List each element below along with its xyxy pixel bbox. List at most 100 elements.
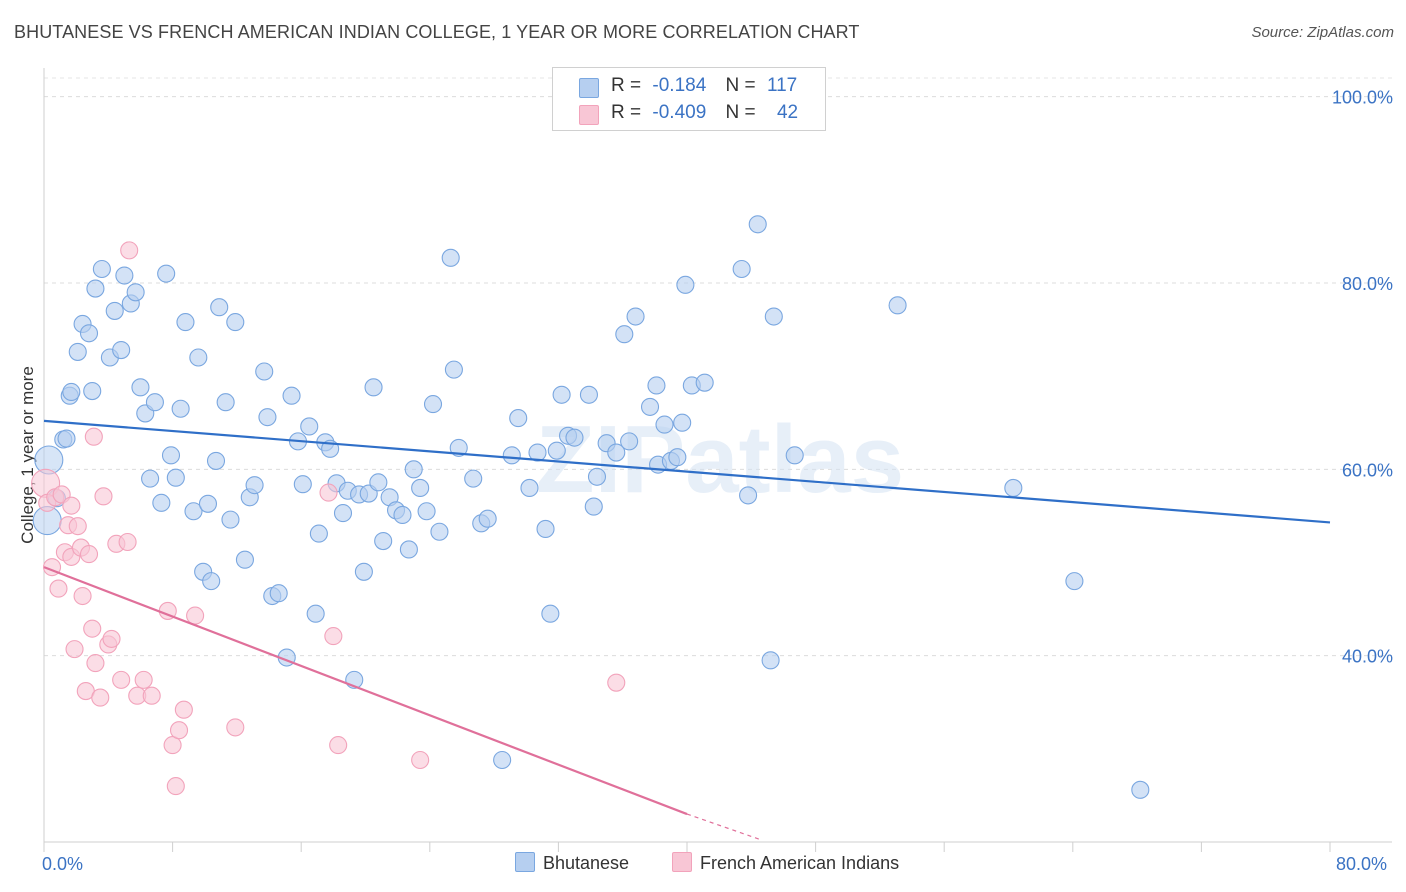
data-point xyxy=(221,510,240,529)
data-point xyxy=(176,313,195,332)
y-tick-label: 40.0% xyxy=(1342,647,1393,667)
legend-r-value: -0.409 xyxy=(652,102,707,123)
data-point xyxy=(411,478,430,498)
data-point xyxy=(186,606,205,625)
data-point xyxy=(584,497,603,516)
data-point xyxy=(255,362,274,381)
y-tick-label: 60.0% xyxy=(1342,460,1393,480)
bhutanese-legend-swatch xyxy=(515,852,535,872)
chart-title: BHUTANESE VS FRENCH AMERICAN INDIAN COLL… xyxy=(14,22,860,42)
data-point xyxy=(676,275,695,294)
data-point xyxy=(441,248,460,267)
data-point xyxy=(888,296,907,315)
data-point xyxy=(306,604,325,623)
data-point xyxy=(120,241,139,260)
y-tick-label: 100.0% xyxy=(1332,88,1393,108)
data-point xyxy=(393,505,412,525)
data-point xyxy=(216,393,235,412)
data-point xyxy=(235,550,254,569)
data-point xyxy=(131,378,150,397)
legend-r-value: -0.184 xyxy=(652,75,707,96)
data-point xyxy=(68,342,87,361)
data-point xyxy=(1065,572,1084,591)
data-point xyxy=(552,385,571,404)
data-point xyxy=(112,341,131,360)
data-point xyxy=(198,494,218,513)
data-point xyxy=(502,446,521,465)
data-point xyxy=(84,427,103,446)
data-point xyxy=(91,688,110,707)
data-point xyxy=(206,451,226,470)
french-american-indians-swatch xyxy=(579,105,599,125)
data-point xyxy=(761,651,780,670)
data-point xyxy=(62,496,81,515)
bhutanese-swatch xyxy=(579,78,599,98)
data-point xyxy=(105,301,124,320)
data-point xyxy=(329,736,348,755)
data-point xyxy=(748,215,767,234)
data-point xyxy=(269,584,288,603)
data-point xyxy=(547,441,566,460)
data-point xyxy=(423,395,443,414)
data-point xyxy=(152,493,171,512)
data-point xyxy=(404,460,423,479)
data-point xyxy=(86,279,105,298)
source-label: Source: ZipAtlas.com xyxy=(1251,24,1394,41)
data-point xyxy=(142,686,161,705)
data-point xyxy=(354,562,373,581)
data-point xyxy=(169,721,189,740)
data-point xyxy=(364,378,383,397)
data-point xyxy=(579,385,598,404)
data-point xyxy=(374,532,393,551)
data-point xyxy=(430,522,449,541)
legend-n-label: N = xyxy=(725,75,756,96)
data-point xyxy=(145,393,164,412)
data-point xyxy=(83,382,102,401)
french-american-indians-legend-label: French American Indians xyxy=(700,853,900,873)
data-point xyxy=(49,579,68,598)
data-point xyxy=(65,640,84,659)
data-point xyxy=(444,360,463,379)
data-point xyxy=(655,415,674,434)
data-point xyxy=(184,502,203,521)
data-point xyxy=(102,629,121,648)
data-point xyxy=(620,432,639,451)
data-point xyxy=(764,307,783,326)
data-point xyxy=(411,750,430,770)
data-point xyxy=(509,409,528,428)
data-point xyxy=(1131,780,1150,799)
bhutanese-legend-label: Bhutanese xyxy=(543,853,630,873)
data-point xyxy=(493,750,512,770)
data-point xyxy=(118,532,137,552)
data-point xyxy=(309,524,328,543)
data-point xyxy=(673,413,692,432)
data-point xyxy=(126,283,145,302)
data-point xyxy=(541,604,560,623)
data-point xyxy=(399,540,418,559)
x-tick-max: 80.0% xyxy=(1336,854,1388,874)
data-point xyxy=(141,469,160,488)
data-point xyxy=(161,446,181,465)
data-point xyxy=(189,348,208,367)
data-point xyxy=(520,478,539,498)
bhutanese-points xyxy=(32,215,1150,799)
data-point xyxy=(86,654,105,673)
y-tick-labels: 40.0% 60.0% 80.0% 100.0% xyxy=(1332,88,1393,667)
data-point xyxy=(174,700,193,719)
data-point xyxy=(79,324,99,343)
data-point xyxy=(112,670,131,689)
data-point xyxy=(607,673,626,692)
y-tick-label: 80.0% xyxy=(1342,274,1393,294)
data-point xyxy=(300,417,319,436)
data-point xyxy=(166,468,185,487)
data-point xyxy=(62,382,81,402)
french-american-indian-points xyxy=(31,241,626,796)
watermark: ZIPatlas xyxy=(536,406,904,513)
data-point xyxy=(324,627,343,646)
data-point xyxy=(166,777,185,796)
data-point xyxy=(449,438,468,457)
data-point xyxy=(163,736,182,755)
data-point xyxy=(57,429,76,448)
data-point xyxy=(1004,478,1023,498)
data-point xyxy=(319,483,338,502)
